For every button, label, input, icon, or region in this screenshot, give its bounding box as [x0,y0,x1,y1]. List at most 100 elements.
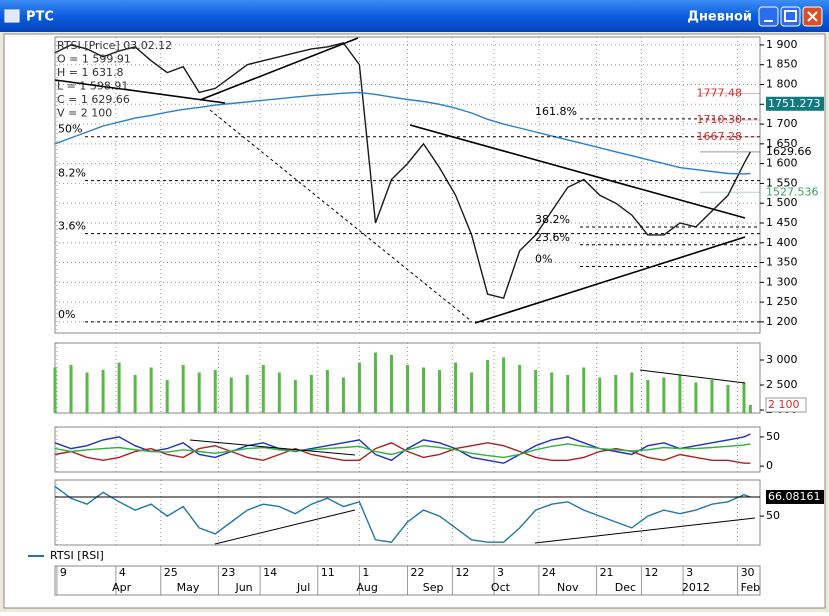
x-tick-label: 14 [263,566,277,579]
volume-bar [133,375,137,413]
price-label: 1751.273 [768,97,821,110]
info-text: H = 1 631.8 [57,66,123,79]
trend-lines [54,37,756,545]
x-tick-label: 9 [60,566,67,579]
x-month-label: Apr [112,581,132,594]
volume-bar [470,372,474,413]
x-axis-frame [54,565,761,596]
x-tick-label: 12 [455,566,469,579]
fib-label: 161.8% [535,105,577,118]
x-tick-label: 11 [321,566,335,579]
fib-label: 8.2% [58,167,86,180]
volume-bar [422,367,426,413]
panel-frame [54,426,761,473]
volume-bar [454,362,458,413]
fib-label: 0% [535,253,552,266]
x-tick-label: 12 [644,566,658,579]
x-tick-label: 24 [542,566,556,579]
volume-bar [117,362,121,413]
minimize-button[interactable] [758,6,779,27]
x-tick-label: 1 [362,566,369,579]
y-tick-label: 50 [766,430,780,443]
y-tick-label: 1 900 [766,38,798,51]
y-tick-label: 1 500 [766,196,798,209]
y-tick-label: 1 300 [766,275,798,288]
volume-bar [710,380,714,413]
series-line [54,442,751,464]
volume-bar [742,382,746,413]
volume-bar [181,365,185,413]
y-tick-label: 1 850 [766,58,798,71]
x-tick-label: 21 [600,566,614,579]
x-month-label: Feb [741,581,760,594]
x-month-label: May [177,581,200,594]
y-tick-label: 1 700 [766,117,798,130]
volume-bar [165,380,169,413]
volume-bar [389,355,393,413]
price-label: 1667.28 [697,130,743,143]
window-icon [4,9,20,23]
volume-bar [261,365,265,413]
x-tick-label: 22 [411,566,425,579]
volume-bar [662,377,666,413]
series-line [54,443,751,459]
volume-bar [149,367,153,413]
timeframe[interactable]: Дневной [687,10,752,25]
volume-bar [630,372,634,413]
fib-label: 23.6% [535,231,570,244]
info-text: RTSI [Price] 03.02.12 [57,39,172,52]
volume-bar [213,370,217,413]
y-tick-label: 1 650 [766,137,798,150]
volume-bar [406,365,409,413]
y-tick-label: 1 800 [766,77,798,90]
volume-bar [502,357,506,413]
volume-bar [694,382,698,413]
current-value: 66.08161 [768,490,821,503]
volume-bar [614,375,618,413]
title-bar [0,0,829,32]
window-title: РТС [26,10,54,25]
volume-bar [518,365,522,413]
value-tag [766,489,824,504]
x-tick-label: 25 [164,566,178,579]
x-month-label: Jun [234,581,252,594]
fib-label: 50% [58,123,82,136]
y-tick-label: 1 450 [766,216,798,229]
volume-bar [438,370,442,413]
price-label: 1527.536 [766,185,819,198]
x-month-label: Oct [491,581,511,594]
x-tick-label: 30 [741,566,755,579]
volume-bar [85,372,89,413]
fan-line [209,109,471,321]
x-month-label: Jul [296,581,310,594]
price-label: 1777.48 [697,86,743,99]
y-tick-label: 50 [766,509,780,522]
price-label: 1629.66 [766,145,812,158]
y-tick-label: 3 000 [766,353,798,366]
volume-bar [69,365,73,413]
volume-bar [550,372,554,413]
panel-frame [54,36,761,334]
x-month-label: Nov [557,581,579,594]
volume-bar [293,380,297,413]
volume-bar [748,405,752,413]
y-tick-label: 1 250 [766,295,798,308]
volume-bar [197,372,201,413]
legend-label: RTSI [RSI] [50,549,104,562]
volume-bar [245,375,249,413]
volume-bar [534,370,538,413]
value-tag [765,397,807,413]
volume-bar [341,377,345,413]
y-tick-label: 1 350 [766,256,798,269]
volume-bar [277,372,281,413]
info-text: V = 2 100 [57,107,112,120]
price-tag [766,96,824,111]
series-line [54,433,751,464]
fib-label: 38.2% [535,213,570,226]
volume-bar [726,385,730,413]
volume-bar [598,377,602,413]
maximize-button[interactable] [780,6,801,27]
price-label: 1710.30 [697,113,743,126]
x-month-label: Aug [356,581,377,594]
